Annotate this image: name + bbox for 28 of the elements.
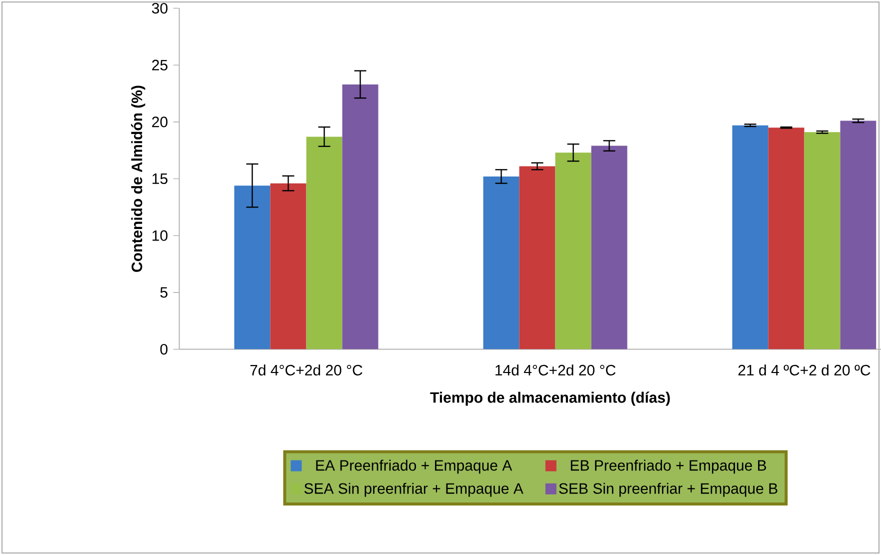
x-axis-title: Tiempo de almacenamiento (días) xyxy=(430,392,670,406)
bar xyxy=(732,125,768,350)
x-tick-label: 14d 4°C+2d 20 °C xyxy=(496,364,616,376)
bar xyxy=(840,120,876,350)
legend-label: EA Preenfriado + Empaque A xyxy=(316,460,512,474)
bar xyxy=(555,152,592,350)
x-tick-label: 7d 4°C+2d 20 °C xyxy=(250,364,362,376)
y-tick-label: 10 xyxy=(152,230,168,241)
y-tick-label: 5 xyxy=(160,287,168,298)
y-tick-label: 25 xyxy=(152,60,168,70)
legend-label: SEA Sin preenfriar + Empaque A xyxy=(304,482,524,497)
y-axis-title: Contenido de Almidón (%) xyxy=(131,86,146,272)
y-tick-label: 15 xyxy=(152,174,168,184)
legend-label: SEB Sin preenfriar + Empaque B xyxy=(559,482,778,497)
x-tick-label: 21 d 4 ºC+2 d 20 ºC xyxy=(738,364,870,376)
y-tick-label: 30 xyxy=(152,2,168,14)
bar xyxy=(519,166,556,350)
bar xyxy=(306,136,342,350)
y-tick-label: 20 xyxy=(152,116,168,128)
bar xyxy=(483,176,520,350)
bar xyxy=(234,186,270,350)
bar xyxy=(270,183,306,350)
bar xyxy=(804,132,840,350)
legend-label: EB Preenfriado + Empaque B xyxy=(570,460,766,474)
y-tick-label: 0 xyxy=(160,344,168,355)
bar xyxy=(591,146,628,350)
bar xyxy=(768,128,804,350)
bar xyxy=(342,84,378,350)
